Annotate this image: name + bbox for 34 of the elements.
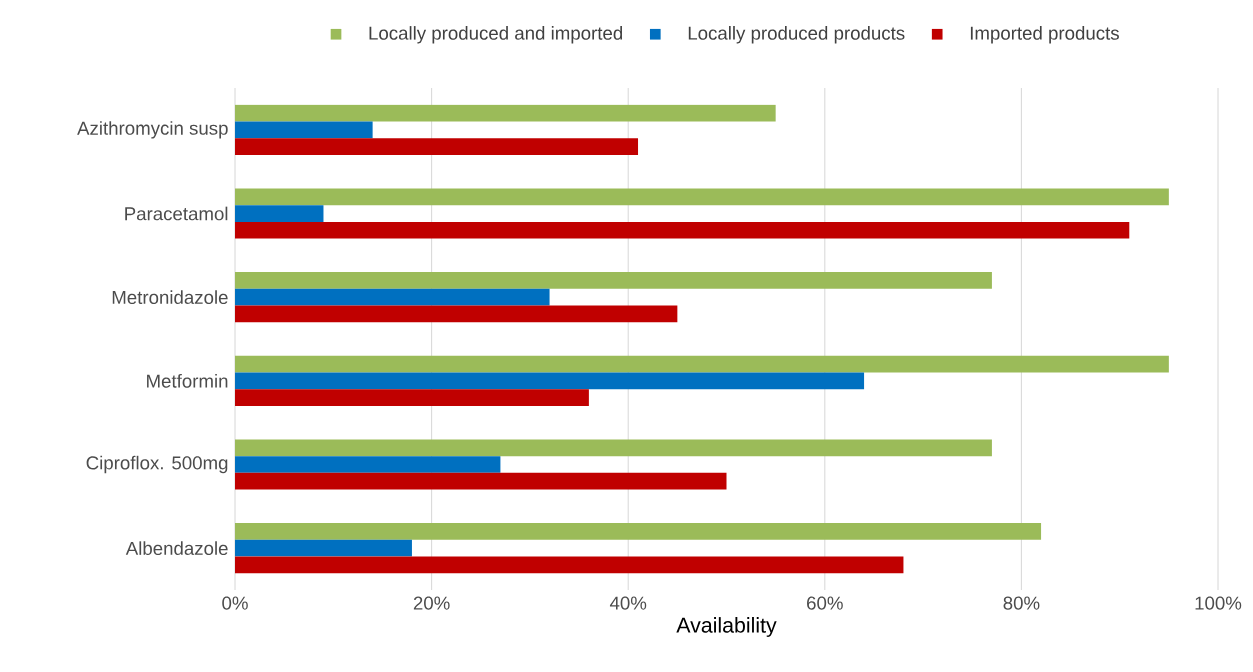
legend-label: Imported products bbox=[970, 26, 1119, 44]
bar bbox=[235, 472, 727, 490]
bar bbox=[235, 121, 373, 139]
x-axis-title: Availability bbox=[676, 617, 777, 637]
y-tick-label: Metformin bbox=[147, 373, 228, 388]
y-tick-label: Azithromycin susp bbox=[77, 121, 228, 139]
legend-label: Locally produced products bbox=[688, 26, 905, 44]
x-tick-label: 60% bbox=[807, 596, 843, 610]
bar bbox=[235, 523, 1042, 540]
bar bbox=[235, 288, 550, 306]
bar bbox=[235, 355, 1169, 373]
bar bbox=[235, 138, 639, 155]
bar bbox=[235, 539, 412, 557]
x-tick-label: 0% bbox=[222, 596, 248, 610]
y-tick-label: Paracetamol bbox=[125, 206, 228, 221]
bar bbox=[235, 272, 992, 289]
y-tick-label: Metronidazole bbox=[112, 290, 228, 305]
bar bbox=[235, 456, 501, 473]
bar bbox=[235, 188, 1169, 206]
bar bbox=[235, 305, 678, 323]
x-tick-label: 100% bbox=[1195, 596, 1242, 610]
bar bbox=[235, 439, 992, 457]
bar bbox=[235, 372, 865, 390]
legend-label: Locally produced and imported bbox=[369, 26, 623, 44]
bar bbox=[235, 205, 324, 222]
bar bbox=[235, 104, 776, 122]
bar bbox=[235, 556, 904, 574]
y-tick-label: Albendazole bbox=[125, 541, 228, 556]
y-tick-label: Ciproflox. 500mg bbox=[86, 455, 228, 474]
x-tick-label: 20% bbox=[413, 596, 450, 610]
x-tick-label: 80% bbox=[1003, 596, 1040, 610]
x-tick-label: 40% bbox=[609, 596, 647, 610]
bar bbox=[235, 389, 589, 406]
bar bbox=[235, 221, 1130, 239]
